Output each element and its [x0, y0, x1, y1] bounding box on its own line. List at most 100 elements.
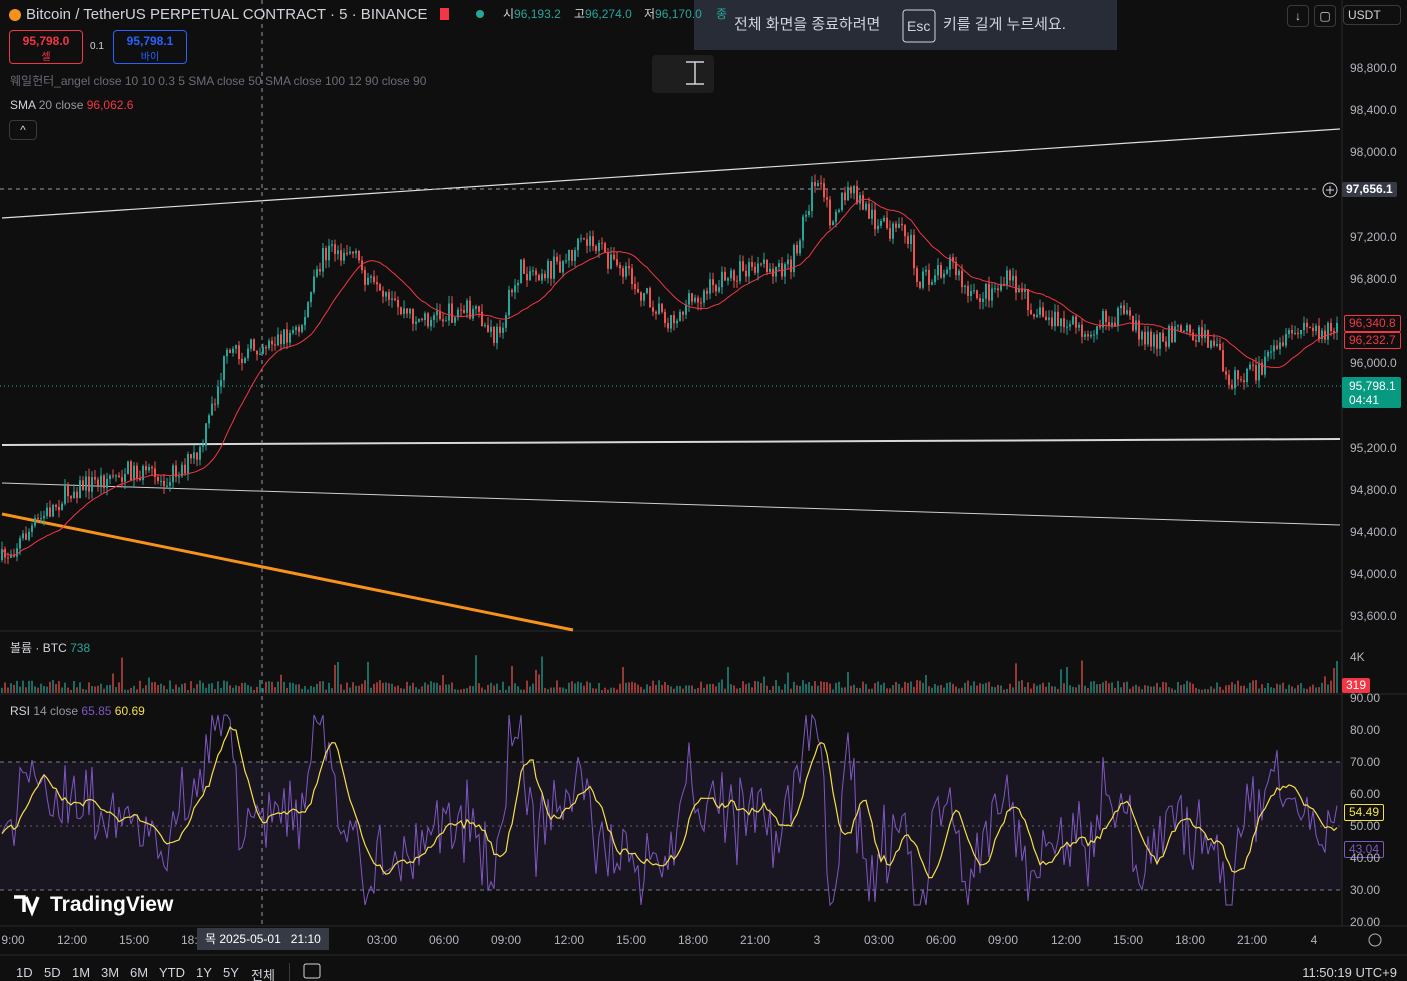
- volume-bar: [1159, 687, 1161, 693]
- drawing-toolbar[interactable]: [652, 55, 714, 93]
- range-button[interactable]: 1M: [72, 965, 91, 980]
- volume-bar: [355, 685, 357, 693]
- candle-body: [895, 223, 897, 228]
- ohlc-value: 96,193.2: [514, 7, 561, 21]
- volume-bar: [601, 689, 603, 693]
- range-button[interactable]: 1D: [16, 965, 33, 980]
- volume-bar: [1003, 689, 1005, 693]
- volume-bar: [1252, 680, 1254, 693]
- candle-body: [655, 311, 657, 314]
- clock: 11:50:19 UTC+9: [1302, 965, 1397, 980]
- candle-body: [1069, 324, 1071, 327]
- volume-bar: [1009, 683, 1011, 693]
- candle-body: [568, 249, 570, 261]
- candle-body: [43, 516, 45, 519]
- range-button[interactable]: YTD: [159, 965, 185, 980]
- ohlc-item: 고96,274.0: [574, 7, 632, 21]
- volume-bar: [112, 673, 114, 693]
- range-button[interactable]: 6M: [130, 965, 149, 980]
- volume-bar: [1279, 684, 1281, 693]
- range-button[interactable]: 전체: [251, 968, 275, 981]
- candle-body: [670, 315, 672, 329]
- candle-body: [901, 223, 903, 226]
- candle-body: [1222, 350, 1224, 372]
- add-alert-icon[interactable]: [1322, 182, 1338, 198]
- range-button[interactable]: 1Y: [196, 965, 212, 980]
- volume-bar: [994, 687, 996, 693]
- candle-body: [13, 555, 15, 557]
- volume-bar: [685, 685, 687, 693]
- volume-bar: [61, 687, 63, 693]
- fullscreen-button[interactable]: ▢: [1314, 5, 1336, 27]
- rsi-axis-label: 30.00: [1350, 883, 1381, 897]
- settings-icon[interactable]: [1368, 933, 1382, 947]
- candle-body: [967, 285, 969, 296]
- candle-body: [1312, 327, 1314, 332]
- currency-select[interactable]: USDT: [1343, 5, 1401, 25]
- volume-bar: [535, 669, 537, 693]
- candle-body: [229, 349, 231, 353]
- volume-bar: [1225, 685, 1227, 693]
- volume-bar: [196, 684, 198, 693]
- candle-body: [241, 359, 243, 363]
- candle-body: [181, 464, 183, 477]
- volume-bar: [469, 685, 471, 693]
- volume-bar: [187, 689, 189, 693]
- candle-body: [808, 210, 810, 215]
- volume-bar: [397, 685, 399, 693]
- volume-bar: [568, 682, 570, 693]
- volume-bar: [430, 681, 432, 693]
- buy-button[interactable]: 95,798.1 바이: [113, 30, 187, 64]
- volume-bar: [529, 686, 531, 693]
- volume-bar: [1285, 688, 1287, 693]
- candle-body: [922, 271, 924, 288]
- volume-bar: [523, 689, 525, 693]
- volume-bar: [1312, 684, 1314, 693]
- volume-bar: [1240, 685, 1242, 693]
- range-button[interactable]: 3M: [101, 965, 120, 980]
- ohlc-item: 저96,170.0: [644, 7, 702, 21]
- candle-body: [430, 319, 432, 327]
- download-button[interactable]: ↓: [1287, 5, 1309, 27]
- volume-bar: [1156, 682, 1158, 693]
- volume-bar: [226, 681, 228, 693]
- volume-bar: [505, 689, 507, 693]
- volume-bar: [1114, 687, 1116, 693]
- volume-bar: [115, 687, 117, 693]
- volume-bar: [538, 674, 540, 693]
- volume-bar: [151, 682, 153, 693]
- candle-body: [667, 323, 669, 329]
- volume-bar: [610, 687, 612, 693]
- candle-body: [271, 340, 273, 345]
- candle-body: [1012, 275, 1014, 281]
- candle-body: [526, 273, 528, 281]
- volume-bar: [706, 684, 708, 693]
- esc-key-box: [902, 9, 936, 43]
- candle-body: [460, 309, 462, 311]
- candle-body: [391, 298, 393, 300]
- sell-button[interactable]: 95,798.0 셀: [9, 30, 83, 64]
- candle-body: [346, 252, 348, 254]
- candle-body: [1168, 325, 1170, 347]
- volume-bar: [1303, 688, 1305, 693]
- candle-body: [769, 268, 771, 272]
- candle-body: [1180, 325, 1182, 332]
- volume-bar: [775, 680, 777, 693]
- volume-bar: [619, 683, 621, 693]
- collapse-button[interactable]: ^: [9, 120, 37, 140]
- candle-body: [970, 290, 972, 296]
- range-button[interactable]: 5Y: [223, 965, 239, 980]
- date-range-icon[interactable]: [303, 963, 321, 979]
- candle-body: [1093, 334, 1095, 336]
- candle-body: [646, 288, 648, 294]
- volume-bar: [727, 666, 729, 693]
- range-button[interactable]: 5D: [44, 965, 61, 980]
- volume-bar: [145, 685, 147, 693]
- volume-bar: [184, 683, 186, 693]
- candle-body: [877, 225, 879, 230]
- volume-bar: [1177, 681, 1179, 693]
- volume-bar: [1330, 680, 1332, 693]
- volume-bar: [637, 684, 639, 693]
- volume-bar: [886, 688, 888, 693]
